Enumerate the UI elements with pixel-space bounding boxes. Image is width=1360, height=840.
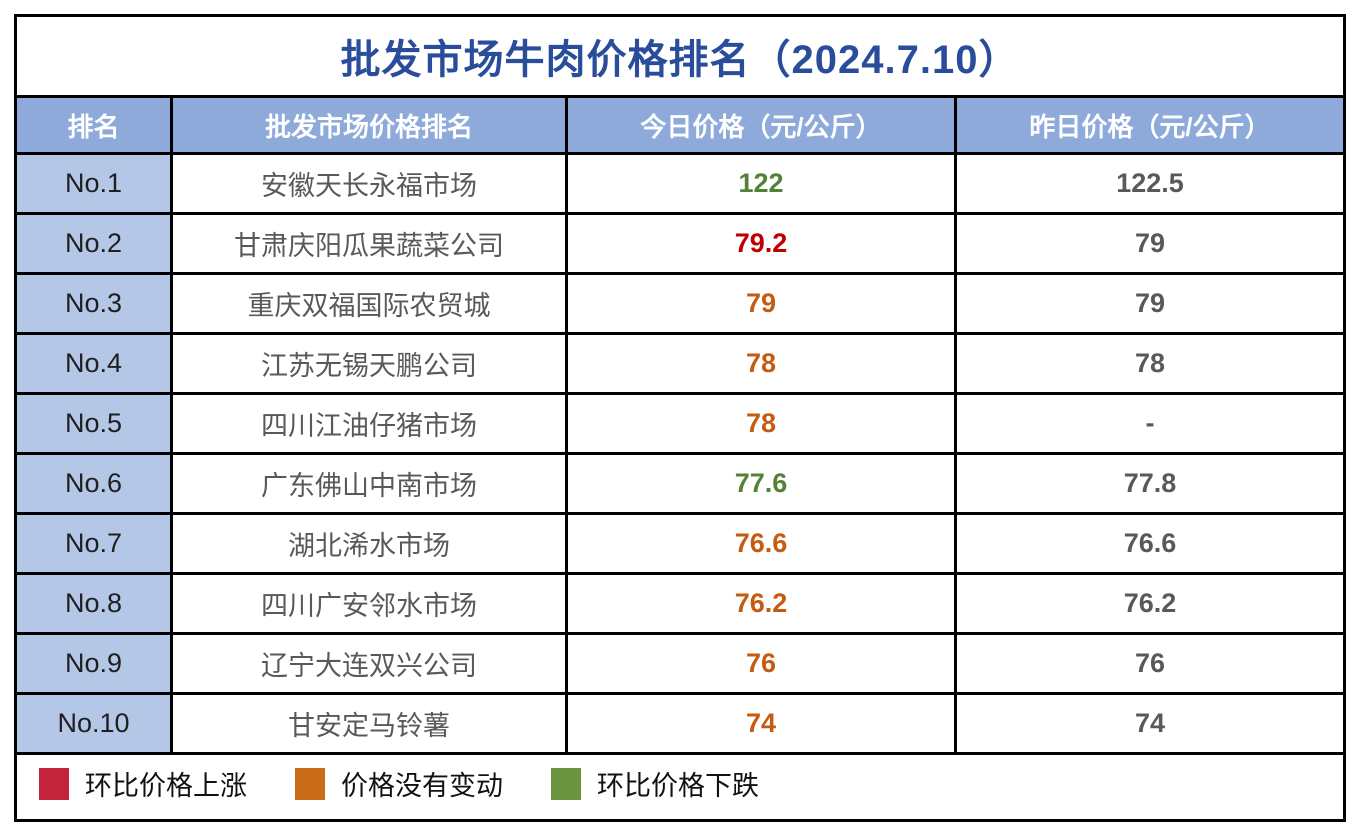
rank-cell: No.6 <box>17 455 170 512</box>
today-price-cell: 122 <box>568 155 954 212</box>
price-ranking-table: 批发市场牛肉价格排名（2024.7.10） 排名 批发市场价格排名 今日价格（元… <box>14 14 1346 822</box>
today-price-cell: 76.2 <box>568 575 954 632</box>
market-name-cell: 甘安定马铃薯 <box>173 695 565 752</box>
legend-label: 环比价格上涨 <box>85 771 247 801</box>
legend-item-flat: 价格没有变动 <box>295 764 503 803</box>
market-name-cell: 四川广安邻水市场 <box>173 575 565 632</box>
rank-cell: No.10 <box>17 695 170 752</box>
market-name-cell: 广东佛山中南市场 <box>173 455 565 512</box>
legend-swatch <box>295 767 325 800</box>
market-name-cell: 四川江油仔猪市场 <box>173 395 565 452</box>
yesterday-price-cell: 79 <box>957 215 1343 272</box>
today-price-cell: 76 <box>568 635 954 692</box>
legend-item-down: 环比价格下跌 <box>551 764 759 803</box>
yesterday-price-cell: 79 <box>957 275 1343 332</box>
today-price-cell: 77.6 <box>568 455 954 512</box>
today-price-cell: 78 <box>568 335 954 392</box>
market-name-cell: 湖北浠水市场 <box>173 515 565 572</box>
yesterday-price-cell: 74 <box>957 695 1343 752</box>
legend-swatch <box>39 767 69 800</box>
yesterday-price-cell: 76 <box>957 635 1343 692</box>
rank-cell: No.9 <box>17 635 170 692</box>
rank-cell: No.2 <box>17 215 170 272</box>
rank-cell: No.3 <box>17 275 170 332</box>
legend-label: 环比价格下跌 <box>597 771 759 801</box>
title-bar: 批发市场牛肉价格排名（2024.7.10） <box>17 17 1343 98</box>
yesterday-price-cell: 76.2 <box>957 575 1343 632</box>
legend-swatch <box>551 767 581 800</box>
yesterday-price-cell: - <box>957 395 1343 452</box>
rank-cell: No.5 <box>17 395 170 452</box>
legend-item-up: 环比价格上涨 <box>39 764 247 803</box>
market-name-cell: 辽宁大连双兴公司 <box>173 635 565 692</box>
page-title: 批发市场牛肉价格排名（2024.7.10） <box>340 38 1020 82</box>
today-price-cell: 79 <box>568 275 954 332</box>
rank-cell: No.1 <box>17 155 170 212</box>
legend: 环比价格上涨 价格没有变动 环比价格下跌 <box>17 752 1343 819</box>
market-name-cell: 重庆双福国际农贸城 <box>173 275 565 332</box>
today-price-cell: 79.2 <box>568 215 954 272</box>
market-name-cell: 甘肃庆阳瓜果蔬菜公司 <box>173 215 565 272</box>
rank-cell: No.7 <box>17 515 170 572</box>
column-header-today: 今日价格（元/公斤） <box>568 98 954 152</box>
column-header-market: 批发市场价格排名 <box>173 98 565 152</box>
yesterday-price-cell: 76.6 <box>957 515 1343 572</box>
market-name-cell: 安徽天长永福市场 <box>173 155 565 212</box>
yesterday-price-cell: 122.5 <box>957 155 1343 212</box>
legend-label: 价格没有变动 <box>341 771 503 801</box>
yesterday-price-cell: 78 <box>957 335 1343 392</box>
data-grid: 排名 批发市场价格排名 今日价格（元/公斤） 昨日价格（元/公斤） No.1 安… <box>17 98 1343 752</box>
today-price-cell: 78 <box>568 395 954 452</box>
rank-cell: No.4 <box>17 335 170 392</box>
yesterday-price-cell: 77.8 <box>957 455 1343 512</box>
column-header-rank: 排名 <box>17 98 170 152</box>
market-name-cell: 江苏无锡天鹏公司 <box>173 335 565 392</box>
today-price-cell: 76.6 <box>568 515 954 572</box>
today-price-cell: 74 <box>568 695 954 752</box>
column-header-yesterday: 昨日价格（元/公斤） <box>957 98 1343 152</box>
rank-cell: No.8 <box>17 575 170 632</box>
